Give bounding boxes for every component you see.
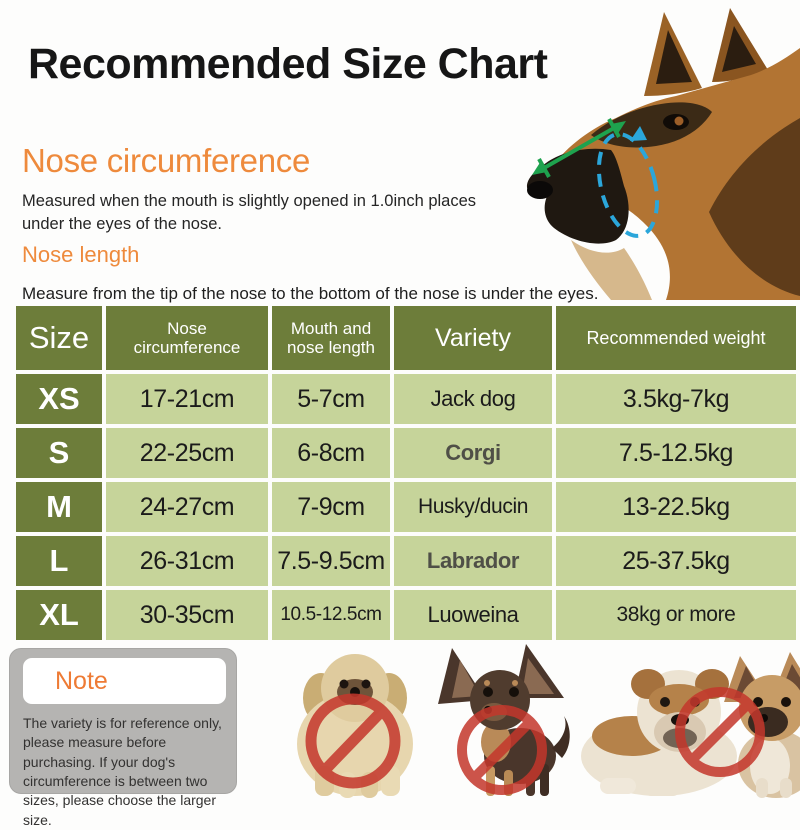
col-header-nose-circumference: Nose circumference [106, 306, 268, 370]
col-header-mouth-nose-length: Mouth and nose length [272, 306, 390, 370]
note-label-box: Note [23, 658, 226, 704]
col-header-variety: Variety [394, 306, 552, 370]
dog-eye-mask [591, 102, 712, 148]
dog-iris [674, 116, 684, 126]
col-header-size: Size [16, 306, 102, 370]
dog-chin [571, 240, 652, 300]
peki-eye [339, 679, 349, 689]
table-row-s-variety: Corgi [394, 428, 552, 478]
table-row-xs-weight: 3.5kg-7kg [556, 374, 796, 424]
prohibition-icon [457, 705, 547, 795]
frenchie-leg [756, 778, 768, 798]
table-row-xl-weight: 38kg or more [556, 590, 796, 640]
bulldog-paw [600, 778, 636, 794]
table-row-xl-variety: Luoweina [394, 590, 552, 640]
table-row-m-weight: 13-22.5kg [556, 482, 796, 532]
prohibition-icon [305, 693, 401, 789]
frenchie-eye [781, 697, 791, 707]
bulldog-paw [644, 782, 680, 796]
bulldogs-image [581, 652, 800, 798]
nose-length-heading: Nose length [22, 242, 140, 267]
size-table: Size Nose circumference Mouth and nose l… [16, 306, 796, 640]
table-row-s-mouth: 6-8cm [272, 428, 390, 478]
table-row-s-nose: 22-25cm [106, 428, 268, 478]
bulldog-eye [660, 697, 670, 707]
peki-eye [361, 679, 371, 689]
table-row-s-size: S [16, 428, 102, 478]
chi-eye [483, 687, 493, 697]
note-box: Note The variety is for reference only, … [9, 648, 237, 828]
table-row-xl-size: XL [16, 590, 102, 640]
table-row-m-size: M [16, 482, 102, 532]
table-row-m-variety: Husky/ducin [394, 482, 552, 532]
nose-length-arrow-icon [532, 118, 626, 178]
german-shepherd-head-image [526, 8, 800, 300]
table-row-l-weight: 25-37.5kg [556, 536, 796, 586]
chi-ear-right-inner [522, 658, 554, 694]
table-row-xs-size: XS [16, 374, 102, 424]
table-row-l-nose: 26-31cm [106, 536, 268, 586]
dog-ear-left-inner [656, 30, 692, 84]
chi-tail [552, 716, 570, 758]
chi-brow [484, 680, 490, 686]
prohibition-icon [675, 687, 765, 777]
table-row-xs-nose: 17-21cm [106, 374, 268, 424]
dog-neck-saddle [709, 118, 800, 296]
table-row-xl-nose: 30-35cm [106, 590, 268, 640]
table-row-s-weight: 7.5-12.5kg [556, 428, 796, 478]
nose-circumference-description: Measured when the mouth is slightly open… [22, 192, 477, 234]
dog-muzzle [526, 148, 629, 244]
table-row-xs-variety: Jack dog [394, 374, 552, 424]
table-row-xl-mouth: 10.5-12.5cm [272, 590, 390, 640]
page: Recommended Size Chart [9, 8, 800, 828]
nose-circumference-ellipse-icon [596, 126, 660, 238]
chihuahua-image [438, 644, 570, 796]
note-text: The variety is for reference only, pleas… [23, 715, 222, 828]
col-header-recommended-weight: Recommended weight [556, 306, 796, 370]
table-row-m-mouth: 7-9cm [272, 482, 390, 532]
frenchie-leg [780, 778, 792, 798]
nose-circumference-heading: Nose circumference [22, 142, 311, 179]
table-row-m-nose: 24-27cm [106, 482, 268, 532]
chi-eye [509, 687, 519, 697]
dog-nose [527, 181, 553, 199]
chi-leg [540, 764, 549, 796]
table-row-xs-mouth: 5-7cm [272, 374, 390, 424]
pekingese-image [297, 654, 413, 798]
table-row-l-variety: Labrador [394, 536, 552, 586]
note-label: Note [55, 666, 108, 695]
chi-brow [512, 680, 518, 686]
table-row-l-mouth: 7.5-9.5cm [272, 536, 390, 586]
dog-ear-right-inner [722, 26, 756, 72]
table-row-l-size: L [16, 536, 102, 586]
page-title: Recommended Size Chart [28, 40, 548, 88]
nose-length-description: Measure from the tip of the nose to the … [22, 284, 599, 303]
